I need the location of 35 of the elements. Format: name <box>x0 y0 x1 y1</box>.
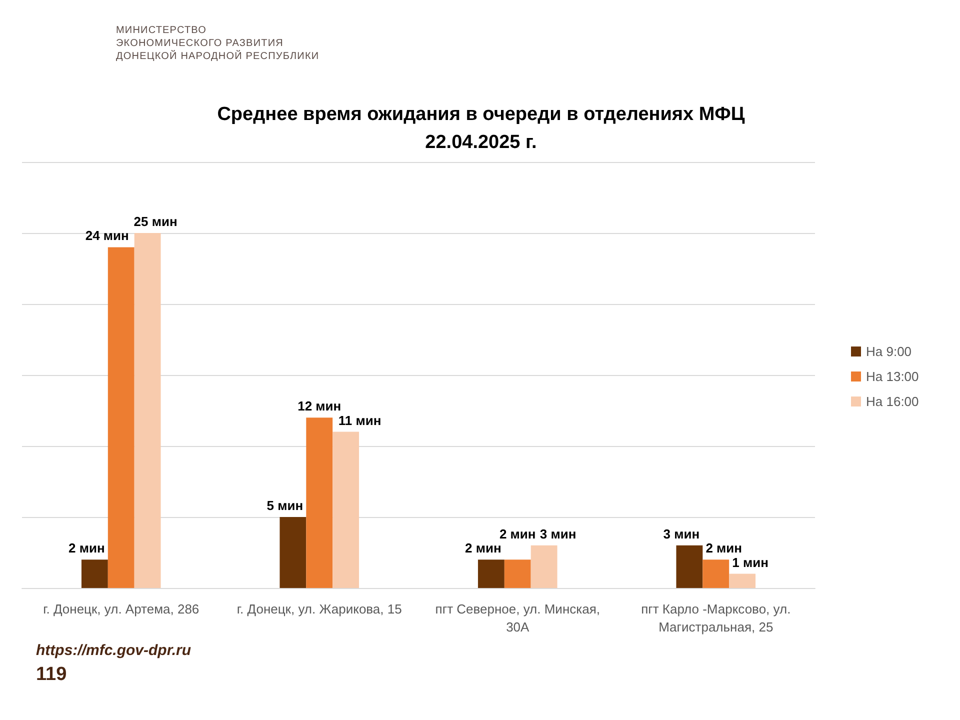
data-label: 12 мин <box>298 398 342 414</box>
data-label: 24 мин <box>85 228 129 244</box>
data-label: 3 мин <box>663 526 700 542</box>
x-tick-label: г. Донецк, ул. Артема, 286 <box>43 602 200 616</box>
data-label: 2 мин <box>465 540 502 556</box>
legend-label: На 16:00 <box>866 394 919 409</box>
data-label: 11 мин <box>338 412 382 428</box>
bar <box>478 560 504 588</box>
data-label: 1 мин <box>732 554 768 570</box>
text: 119 <box>36 664 67 686</box>
data-label: 3 мин <box>540 526 576 542</box>
bar <box>702 560 730 588</box>
data-label: 25 мин <box>134 214 178 229</box>
bar <box>676 545 703 588</box>
data-label: 5 мин <box>266 498 304 513</box>
data-label: 2 мин <box>68 540 105 556</box>
legend-label: На 9:00 <box>866 344 912 359</box>
data-label: 2 мин <box>499 526 536 542</box>
text: https://mfc.gov-dpr.ru <box>36 642 191 659</box>
bar <box>332 432 360 588</box>
bar <box>81 560 108 588</box>
bar <box>306 418 333 588</box>
text: МИНИСТЕРСТВО ЭКОНОМИЧЕСКОГО РАЗВИТИЯ ДОНЕЦКОЙ НАРОДНОЙ РЕСПУБЛИКИ <box>116 24 320 63</box>
data-label: 2 мин <box>706 540 742 556</box>
legend-label: На 13:00 <box>866 369 919 384</box>
bar <box>530 545 558 588</box>
x-tick-label: г. Донецк, ул. Жарикова, 15 <box>236 602 402 616</box>
bar <box>504 560 531 588</box>
chart-title: Среднее время ожидания в очереди в отделениях МФЦ 22.04.2025 г. <box>216 103 746 155</box>
x-tick-label: пгт Карло -Марксово, ул. Магистральная, 25 <box>641 602 791 634</box>
bar <box>134 233 161 588</box>
bar <box>280 517 306 588</box>
bar <box>729 574 756 588</box>
x-tick-label: пгт Северное, ул. Минская, 30А <box>435 602 600 634</box>
bar <box>108 247 134 588</box>
